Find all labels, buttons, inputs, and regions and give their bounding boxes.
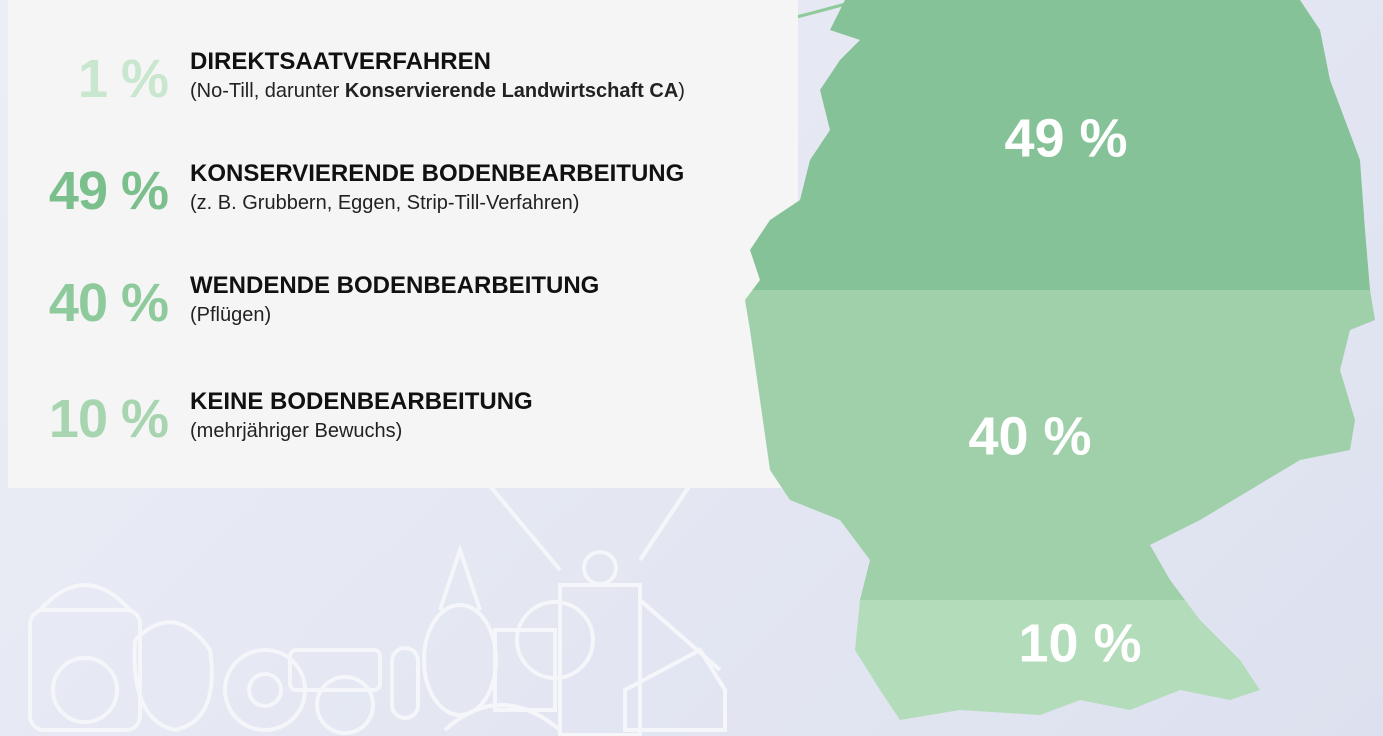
percent: 40 % (48, 273, 169, 333)
map-label: 10 % (1018, 613, 1141, 673)
legend-panel: 1 % DIREKTSAATVERFAHREN (No-Till, darunt… (8, 0, 798, 488)
germany-map (745, 0, 1375, 720)
item-desc: (No-Till, darunter Konservierende Landwi… (190, 80, 685, 103)
item: 40 % WENDENDE BODENBEARBEITUNG (Pflügen) (8, 272, 798, 352)
desc-text: (No-Till, darunter (190, 80, 345, 102)
item-title: KONSERVIERENDE BODENBEARBEITUNG (190, 160, 685, 187)
percent: 10 % (48, 389, 169, 449)
item: 49 % KONSERVIERENDE BODENBEARBEITUNG (z.… (8, 160, 798, 240)
map-label: 40 % (968, 406, 1091, 466)
item: 1 % DIREKTSAATVERFAHREN (No-Till, darunt… (8, 48, 798, 128)
item-title: KEINE BODENBEARBEITUNG (190, 388, 533, 415)
item: 10 % KEINE BODENBEARBEITUNG (mehrjährige… (8, 388, 798, 468)
desc-bold: Konservierende Landwirtschaft CA (344, 80, 679, 102)
item-title: WENDENDE BODENBEARBEITUNG (190, 272, 600, 299)
percent: 1 % (77, 49, 169, 109)
desc-text: ) (678, 80, 685, 102)
item-desc: (Pflügen) (190, 304, 272, 326)
food-icons (28, 468, 727, 736)
item-desc: (mehrjähriger Bewuchs) (190, 420, 403, 442)
item-title: DIREKTSAATVERFAHREN (190, 48, 491, 75)
percent: 49 % (48, 161, 169, 221)
map-label: 49 % (1004, 108, 1127, 168)
item-desc: (z. B. Grubbern, Eggen, Strip-Till-Verfa… (190, 192, 580, 214)
